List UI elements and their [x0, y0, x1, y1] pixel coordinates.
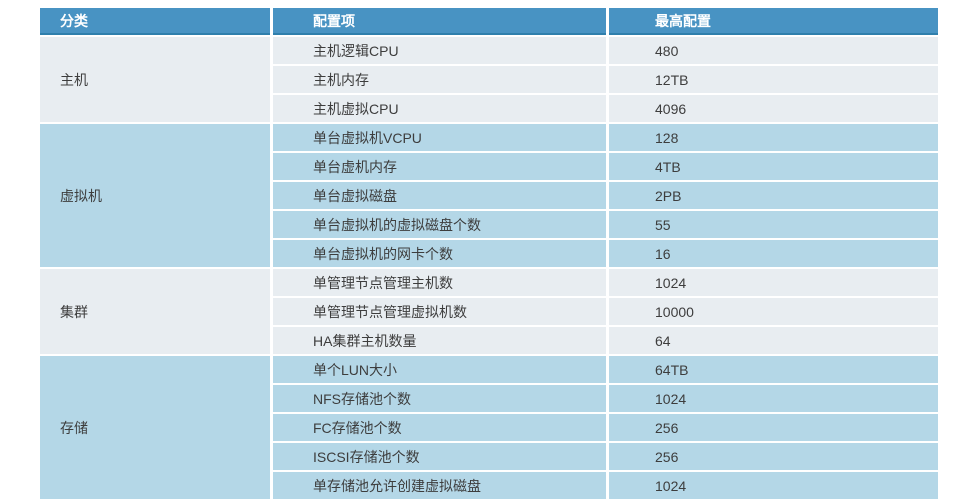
max-config-cell: 256 [609, 414, 938, 441]
table-row: 单台虚拟机的网卡个数 16 [40, 240, 938, 267]
table-row: 单台虚机内存 4TB [40, 153, 938, 180]
config-item-cell: 单管理节点管理主机数 [273, 269, 606, 296]
max-config-cell: 480 [609, 37, 938, 64]
config-limits-table: 分类 配置项 最高配置 主机 主机逻辑CPU 480 主机内存 12TB 主机虚拟CPU 4… [37, 6, 941, 501]
max-config-cell: 1024 [609, 385, 938, 412]
table-row: FC存储池个数 256 [40, 414, 938, 441]
table-row: 集群 单管理节点管理主机数 1024 [40, 269, 938, 354]
table-body: 主机 主机逻辑CPU 480 主机内存 12TB 主机虚拟CPU 4096 虚拟机 单台虚拟机V… [40, 37, 938, 499]
max-config-cell: 128 [609, 124, 938, 151]
table-row: 单台虚拟机的虚拟磁盘个数 55 [40, 211, 938, 238]
max-config-cell: 16 [609, 240, 938, 267]
config-item-cell: 单台虚拟机的虚拟磁盘个数 [273, 211, 606, 238]
max-config-cell: 64TB [609, 356, 938, 383]
category-cell: 虚拟机 [40, 124, 270, 267]
table-row: HA集群主机数量 64 [40, 327, 938, 354]
max-config-cell: 12TB [609, 66, 938, 93]
max-config-cell: 55 [609, 211, 938, 238]
max-config-cell: 1024 [609, 269, 938, 296]
max-config-cell: 4TB [609, 153, 938, 180]
max-config-cell: 4096 [609, 95, 938, 122]
config-item-cell: 单台虚拟机的网卡个数 [273, 240, 606, 267]
config-item-cell: 单台虚拟磁盘 [273, 182, 606, 209]
config-item-cell: 单管理节点管理虚拟机数 [273, 298, 606, 325]
table-row: 存储 单个LUN大小 64TB [40, 356, 938, 499]
column-header-max-config: 最高配置 [609, 8, 938, 35]
config-item-cell: 单台虚拟机VCPU [273, 124, 606, 151]
config-item-cell: FC存储池个数 [273, 414, 606, 441]
table-row: ISCSI存储池个数 256 [40, 443, 938, 470]
config-limits-table-wrapper: 分类 配置项 最高配置 主机 主机逻辑CPU 480 主机内存 12TB 主机虚拟CPU 4… [37, 6, 941, 501]
column-header-config-item: 配置项 [273, 8, 606, 35]
category-cell: 主机 [40, 37, 270, 122]
table-row: 虚拟机 单台虚拟机VCPU 128 [40, 124, 938, 267]
config-item-cell: 主机逻辑CPU [273, 37, 606, 64]
max-config-cell: 256 [609, 443, 938, 470]
max-config-cell: 64 [609, 327, 938, 354]
table-header: 分类 配置项 最高配置 [40, 8, 938, 35]
table-row: 单管理节点管理虚拟机数 10000 [40, 298, 938, 325]
table-row: NFS存储池个数 1024 [40, 385, 938, 412]
category-cell: 集群 [40, 269, 270, 354]
config-item-cell: 主机内存 [273, 66, 606, 93]
category-cell: 存储 [40, 356, 270, 499]
config-item-cell: 单个LUN大小 [273, 356, 606, 383]
table-row: 主机内存 12TB [40, 66, 938, 93]
config-item-cell: 主机虚拟CPU [273, 95, 606, 122]
header-row: 分类 配置项 最高配置 [40, 8, 938, 35]
table-row: 主机虚拟CPU 4096 [40, 95, 938, 122]
max-config-cell: 1024 [609, 472, 938, 499]
column-header-category: 分类 [40, 8, 270, 35]
table-row: 单台虚拟磁盘 2PB [40, 182, 938, 209]
config-item-cell: HA集群主机数量 [273, 327, 606, 354]
config-item-cell: 单存储池允许创建虚拟磁盘 [273, 472, 606, 499]
config-item-cell: 单台虚机内存 [273, 153, 606, 180]
max-config-cell: 2PB [609, 182, 938, 209]
table-row: 主机 主机逻辑CPU 480 [40, 37, 938, 122]
max-config-cell: 10000 [609, 298, 938, 325]
config-item-cell: ISCSI存储池个数 [273, 443, 606, 470]
config-item-cell: NFS存储池个数 [273, 385, 606, 412]
